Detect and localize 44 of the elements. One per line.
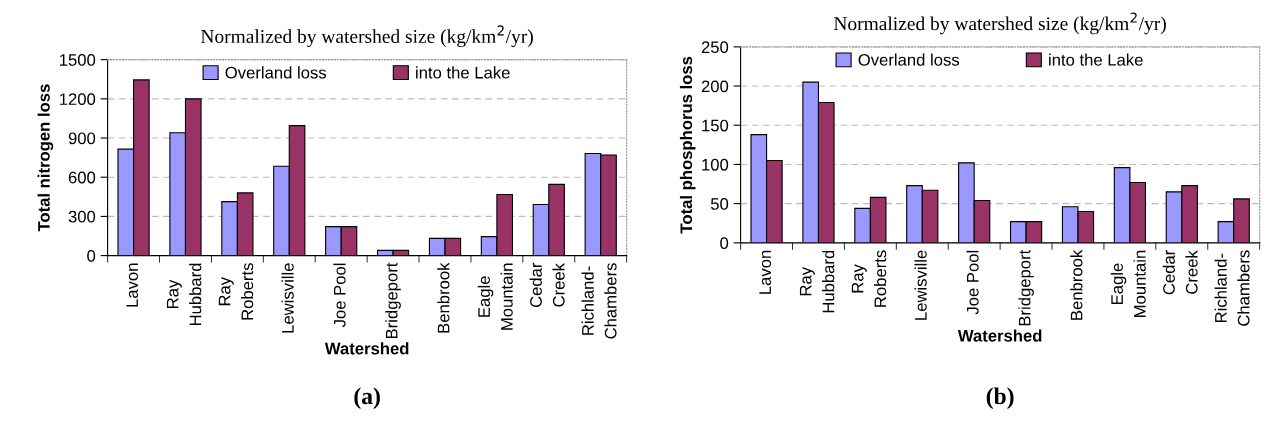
chart-title: Normalized by watershed size (kg/km$^{2}$/yr) [200,25,533,48]
y-axis-title: Total phosphorus loss [679,56,696,234]
x-tick-label: Cedar Creek [529,262,565,308]
y-tick-label: 900 [68,132,96,145]
x-tick-label: Benbrook [437,262,450,333]
x-tick-label: Ray Roberts [218,263,254,320]
y-tick-label: 50 [710,198,729,210]
x-tick-label: Richland- Chambers [581,263,617,339]
x-tick-label: Lavon [126,263,139,307]
x-tick-label: Bridgeport [385,262,401,339]
x-tick-label: Bridgeport [1018,249,1034,326]
x-tick-label: Joe Pool [333,263,346,328]
legend-label: into the Lake [1049,53,1143,66]
x-tick-label: Joe Pool [966,250,979,315]
y-tick-label: 100 [702,158,729,171]
y-tick-label: 0 [87,250,96,262]
x-tick-label: Lewisville [281,263,294,333]
y-tick-label: 250 [701,41,729,54]
x-tick-label: Ray Hubbard [799,250,835,313]
x-tick-label: Ray Hubbard [166,263,202,326]
x-axis-title: Watershed [957,329,1042,342]
y-tick-label: 300 [68,210,96,223]
y-tick-label: 0 [720,237,729,250]
y-tick-label: 200 [701,80,729,93]
y-tick-label: 1200 [60,93,96,106]
x-tick-label: Ray Roberts [851,250,887,307]
x-tick-label: Eagle Mountain [477,263,513,330]
x-tick-label: Benbrook [1070,249,1083,320]
x-axis-title: Watershed [324,342,409,355]
chart-title: Normalized by watershed size (kg/km$^{2}$/yr) [833,12,1166,35]
x-tick-label: Lewisville [914,250,927,320]
y-tick-label: 600 [68,171,96,184]
legend-label: Overland loss [225,66,327,79]
x-tick-label: Lavon [759,250,772,294]
text: (b) [986,387,1014,409]
x-tick-label: Eagle Mountain [1110,250,1146,317]
legend-label: into the Lake [416,66,510,79]
y-axis-title: Total nitrogen loss [37,84,54,232]
text: (a) [354,387,380,409]
y-tick-label: 150 [702,119,729,132]
x-tick-label: Richland- Chambers [1214,250,1250,326]
legend-label: Overland loss [858,53,960,66]
x-tick-label: Cedar Creek [1162,250,1198,295]
y-tick-label: 1500 [60,54,96,66]
